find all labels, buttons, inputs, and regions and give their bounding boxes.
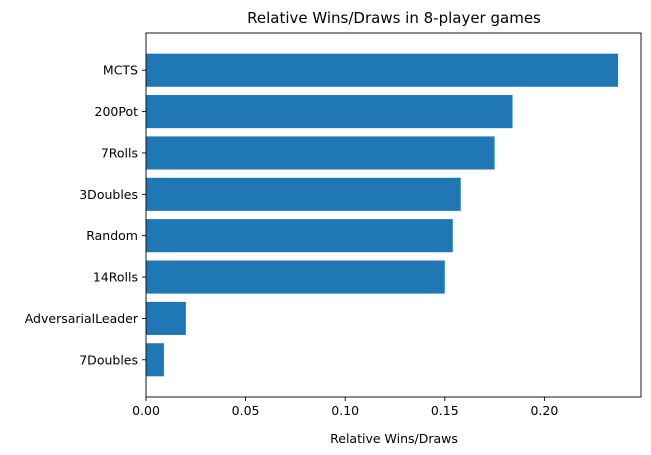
x-tick-label: 0.05 <box>232 403 260 418</box>
x-tick-label: 0.10 <box>331 403 359 418</box>
y-tick-label: 7Doubles <box>79 352 138 367</box>
bar-7rolls <box>146 136 495 170</box>
y-tick-label: 200Pot <box>95 104 139 119</box>
y-tick-label: AdversarialLeader <box>25 311 139 326</box>
bar-adversarialleader <box>146 301 186 335</box>
bar-200pot <box>146 95 513 129</box>
bars-group <box>146 53 619 377</box>
chart-title: Relative Wins/Draws in 8-player games <box>247 9 541 27</box>
bar-14rolls <box>146 260 445 294</box>
x-tick-label: 0.15 <box>431 403 459 418</box>
bar-random <box>146 219 453 253</box>
y-tick-label: 3Doubles <box>79 187 138 202</box>
y-tick-label: MCTS <box>103 63 138 78</box>
x-axis-label: Relative Wins/Draws <box>330 431 458 446</box>
bar-7doubles <box>146 343 164 377</box>
x-axis-ticks: 0.00 0.05 0.10 0.15 0.20 <box>132 397 558 418</box>
bar-mcts <box>146 53 619 87</box>
y-tick-label: 7Rolls <box>101 145 138 160</box>
x-tick-label: 0.00 <box>132 403 160 418</box>
plot-frame <box>145 32 642 398</box>
x-tick-label: 0.20 <box>530 403 558 418</box>
y-tick-label: Random <box>86 228 138 243</box>
y-tick-label: 14Rolls <box>93 270 138 285</box>
bar-3doubles <box>146 177 461 211</box>
y-axis-ticks: MCTS 200Pot 7Rolls 3Doubles Random 14Rolls Adv… <box>25 63 146 367</box>
